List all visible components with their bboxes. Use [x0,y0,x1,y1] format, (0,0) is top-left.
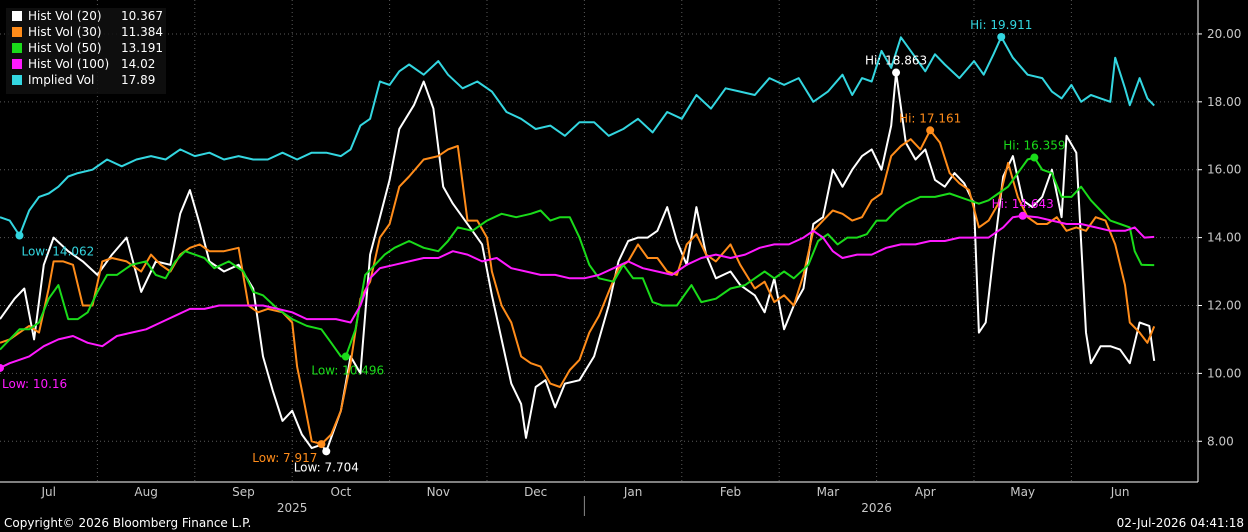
x-month-label: Apr [915,485,936,499]
y-axis-ticks: 8.00 10.00 12.00 14.00 16.00 18.00 20.00 [1198,27,1241,448]
y-tick-label: 20.00 [1207,27,1241,41]
annotation-marker [15,231,24,240]
x-year-label: 2025 [277,501,308,515]
x-month-label: Mar [817,485,840,499]
x-month-label: Jun [1110,485,1130,499]
x-month-label: Dec [524,485,547,499]
y-tick-label: 14.00 [1207,231,1241,245]
series-line-3 [0,214,1155,369]
annotation-label: Hi: 14.643 [992,197,1054,211]
annotation-markers: Low: 14.062 Low: 10.16 Low: 10.496 Low: 7.9… [0,18,1065,474]
legend-swatch [12,11,22,21]
legend: Hist Vol (20) 10.367 Hist Vol (30) 11.384 Hi… [6,8,166,94]
x-axis-ticks: Jul Aug Sep Oct Nov Dec Jan Feb Mar Apr May Jun 2025… [40,485,1129,516]
annotation-marker [926,126,935,135]
annotation-label: Hi: 18.863 [865,54,927,68]
x-month-label: Jan [623,485,643,499]
y-tick-label: 12.00 [1207,298,1241,312]
x-month-label: Jul [40,485,55,499]
series-line-2 [0,156,1155,358]
annotation-label: Low: 7.704 [294,460,359,474]
copyright-text: Copyright© 2026 Bloomberg Finance L.P. [4,516,251,530]
annotation-label: Low: 14.062 [21,245,94,259]
annotation-marker [341,352,350,361]
legend-series-value: 10.367 [121,9,163,23]
legend-series-name: Hist Vol (50) [28,41,102,55]
legend-series-value: 13.191 [121,41,163,55]
x-month-label: Aug [134,485,157,499]
annotation-label: Hi: 19.911 [970,18,1032,32]
legend-series-value: 11.384 [121,25,163,39]
legend-series-value: 14.02 [121,57,155,71]
x-month-label: Feb [720,485,741,499]
series-line-1 [0,129,1156,446]
y-tick-label: 18.00 [1207,95,1241,109]
legend-series-name: Hist Vol (100) [28,57,109,71]
legend-series-name: Implied Vol [28,73,94,87]
annotation-marker [317,440,326,449]
x-month-label: Oct [331,485,352,499]
legend-series-value: 17.89 [121,73,155,87]
annotation-label: Low: 10.16 [2,377,67,391]
series-lines [0,36,1156,453]
annotation-label: Hi: 17.161 [899,111,961,125]
series-line-4 [0,36,1155,237]
annotation-marker [892,68,901,77]
y-tick-label: 8.00 [1207,434,1234,448]
legend-series-name: Hist Vol (20) [28,9,102,23]
x-year-label: 2026 [861,501,892,515]
legend-swatch [12,43,22,53]
legend-swatch [12,75,22,85]
legend-box [6,8,166,94]
legend-swatch [12,27,22,37]
annotation-marker [997,32,1006,41]
annotation-label: Hi: 16.359 [1003,139,1065,153]
x-month-label: Sep [232,485,255,499]
annotation-marker [1018,211,1027,220]
y-tick-label: 16.00 [1207,163,1241,177]
x-month-label: May [1010,485,1035,499]
timestamp-text: 02-Jul-2026 04:41:18 [1117,516,1244,530]
annotation-marker [322,447,331,456]
annotation-label: Low: 10.496 [311,364,384,378]
y-tick-label: 10.00 [1207,366,1241,380]
legend-series-name: Hist Vol (30) [28,25,102,39]
annotation-marker [0,363,4,372]
annotation-marker [1030,153,1039,162]
x-month-label: Nov [427,485,450,499]
legend-swatch [12,59,22,69]
annotation-label: Low: 7.917 [252,451,317,465]
